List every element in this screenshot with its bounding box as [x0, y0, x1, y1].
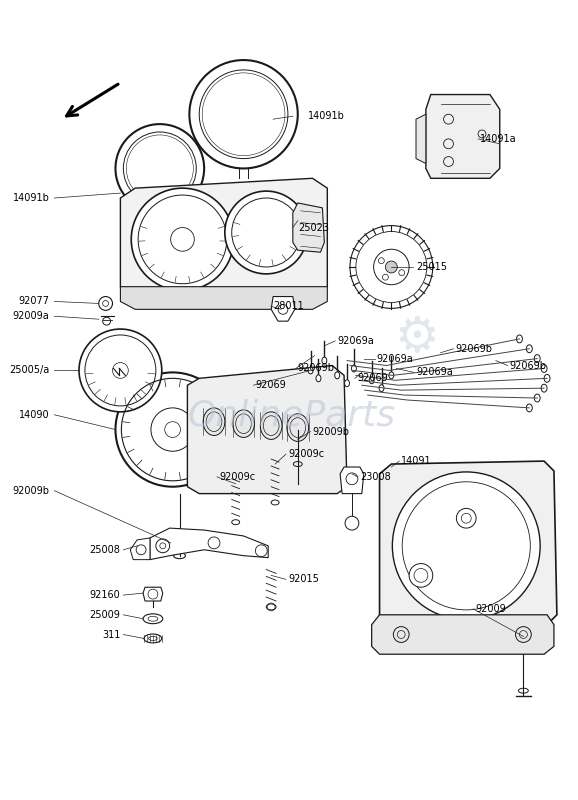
- Polygon shape: [340, 467, 364, 494]
- Ellipse shape: [527, 345, 532, 353]
- Polygon shape: [416, 114, 426, 163]
- Polygon shape: [372, 615, 554, 654]
- Circle shape: [345, 516, 359, 530]
- Text: 92009a: 92009a: [13, 311, 50, 322]
- Text: 92069b: 92069b: [510, 361, 547, 370]
- Ellipse shape: [534, 354, 540, 362]
- Circle shape: [392, 472, 540, 620]
- Text: 92069a: 92069a: [337, 336, 374, 346]
- Circle shape: [79, 329, 162, 412]
- Circle shape: [116, 124, 204, 213]
- Ellipse shape: [379, 385, 384, 392]
- Text: 25015: 25015: [416, 262, 447, 272]
- Circle shape: [99, 297, 113, 310]
- Polygon shape: [120, 178, 327, 297]
- Text: 92009c: 92009c: [219, 472, 255, 482]
- Text: 311: 311: [102, 630, 120, 639]
- Ellipse shape: [260, 412, 282, 439]
- Text: 23008: 23008: [360, 472, 391, 482]
- Text: ⚙: ⚙: [395, 313, 440, 361]
- Text: 14091b: 14091b: [307, 111, 344, 122]
- Text: 92069a: 92069a: [416, 367, 453, 378]
- Text: 92069a: 92069a: [377, 354, 413, 364]
- Text: 92069: 92069: [357, 374, 388, 383]
- Text: 25008: 25008: [90, 545, 120, 554]
- Ellipse shape: [351, 365, 357, 372]
- Text: 92009: 92009: [475, 604, 506, 614]
- Text: 25023: 25023: [298, 222, 329, 233]
- Ellipse shape: [389, 372, 394, 379]
- Ellipse shape: [316, 375, 321, 382]
- Polygon shape: [380, 461, 557, 626]
- Text: 92009b: 92009b: [313, 426, 350, 437]
- Circle shape: [409, 563, 433, 587]
- Text: 14091b: 14091b: [13, 193, 50, 203]
- Text: 25009: 25009: [90, 610, 120, 620]
- Text: 14091: 14091: [401, 456, 432, 466]
- Polygon shape: [271, 297, 295, 321]
- Text: 28011: 28011: [273, 302, 304, 311]
- Text: OnlineParts: OnlineParts: [188, 398, 396, 433]
- Circle shape: [225, 191, 307, 274]
- Polygon shape: [143, 587, 163, 601]
- Ellipse shape: [287, 414, 309, 442]
- Text: 25005/a: 25005/a: [9, 366, 50, 375]
- Ellipse shape: [517, 335, 523, 343]
- Ellipse shape: [544, 374, 550, 382]
- Polygon shape: [120, 286, 327, 310]
- Ellipse shape: [308, 367, 313, 374]
- Ellipse shape: [344, 380, 350, 386]
- Text: 14090: 14090: [19, 410, 50, 420]
- Ellipse shape: [369, 377, 374, 384]
- Text: 92015: 92015: [288, 574, 319, 584]
- Circle shape: [116, 373, 230, 486]
- Polygon shape: [150, 528, 268, 560]
- Text: 92009b: 92009b: [13, 486, 50, 496]
- Ellipse shape: [541, 365, 547, 373]
- Circle shape: [190, 60, 298, 169]
- Ellipse shape: [541, 384, 547, 392]
- Ellipse shape: [527, 404, 532, 412]
- Ellipse shape: [534, 394, 540, 402]
- Text: 92160: 92160: [90, 590, 120, 600]
- Ellipse shape: [203, 408, 225, 435]
- Text: 92069: 92069: [255, 380, 286, 390]
- Polygon shape: [187, 366, 347, 494]
- Text: 92077: 92077: [18, 297, 50, 306]
- Ellipse shape: [335, 372, 340, 379]
- Ellipse shape: [233, 410, 254, 438]
- Polygon shape: [293, 203, 324, 252]
- Text: 14091a: 14091a: [480, 134, 517, 144]
- Text: 92069b: 92069b: [455, 344, 492, 354]
- Polygon shape: [130, 538, 150, 560]
- Polygon shape: [426, 94, 500, 178]
- Circle shape: [350, 226, 433, 308]
- Text: 92069b: 92069b: [298, 363, 335, 374]
- Text: 92009c: 92009c: [288, 449, 324, 459]
- Circle shape: [386, 261, 397, 273]
- Ellipse shape: [322, 357, 327, 364]
- Circle shape: [131, 188, 234, 290]
